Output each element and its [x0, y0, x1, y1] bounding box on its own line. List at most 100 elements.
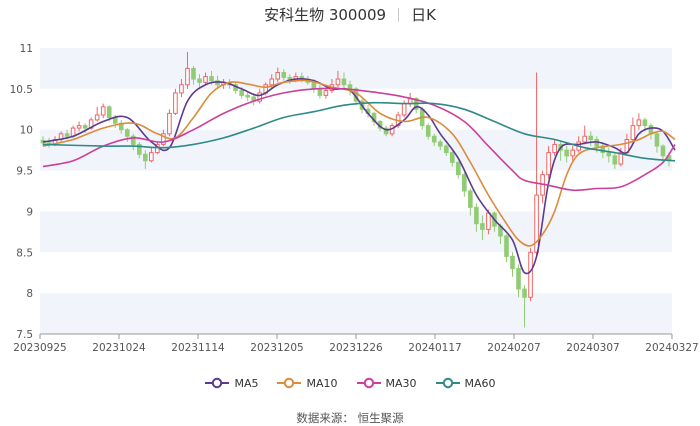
candle-body — [106, 106, 112, 118]
x-tick-label: 20231226 — [329, 342, 383, 354]
series-line-ma60 — [42, 101, 676, 162]
candle-body — [636, 119, 642, 127]
legend-item-ma10[interactable]: MA10 — [276, 377, 338, 390]
x-tick-label: 20240307 — [566, 342, 619, 354]
legend-item-ma30[interactable]: MA30 — [356, 377, 417, 390]
candle-body — [179, 84, 184, 94]
candle-body — [606, 152, 612, 157]
candle-body — [311, 81, 317, 90]
legend-marker-icon — [205, 377, 230, 389]
x-tick-label: 20230925 — [13, 342, 66, 354]
candle-body — [191, 67, 196, 80]
candles — [40, 52, 672, 328]
candle-body — [281, 72, 287, 78]
candle-body — [510, 255, 515, 270]
candle-body — [257, 92, 263, 102]
candle-body — [642, 119, 648, 127]
candle-body — [335, 78, 341, 86]
candle-body — [456, 161, 461, 176]
candle-body — [582, 135, 588, 143]
legend: MA5 MA10 MA30 MA60 — [0, 377, 700, 390]
candle-body — [546, 152, 551, 176]
y-tick-label: 8 — [26, 288, 33, 300]
candle-body — [528, 251, 533, 298]
candle-body — [185, 67, 190, 86]
candle-body — [203, 76, 208, 83]
candle-body — [197, 78, 202, 83]
y-tick-label: 11 — [20, 43, 33, 55]
candle-body — [94, 114, 100, 121]
y-tick-label: 9.5 — [16, 166, 33, 178]
candle-body — [480, 223, 485, 230]
x-axis-ticks: 20230925 20231024 20231114 20231205 20231226… — [13, 334, 699, 354]
candle-body — [76, 125, 82, 129]
legend-marker-icon — [356, 377, 381, 389]
x-tick-label: 20231205 — [250, 342, 303, 354]
candle-body — [245, 94, 250, 98]
candle-body — [100, 106, 106, 116]
chart-title-period: 日K — [411, 6, 436, 24]
series-line-ma30 — [42, 87, 676, 192]
legend-item-ma5[interactable]: MA5 — [204, 377, 258, 390]
candle-body — [486, 212, 491, 230]
y-tick-label: 10 — [20, 125, 33, 137]
candle-body — [474, 206, 479, 225]
y-tick-label: 7.5 — [16, 329, 33, 341]
x-tick-label: 20231024 — [92, 342, 146, 354]
candle-body — [564, 149, 569, 157]
grid-band — [40, 293, 672, 334]
candle-body — [130, 135, 136, 145]
candle-body — [462, 174, 467, 192]
candle-body — [341, 78, 347, 86]
candle-body — [437, 141, 443, 147]
grid-band — [40, 211, 672, 253]
x-tick-label: 20240207 — [487, 342, 540, 354]
candle-body — [64, 133, 70, 137]
candle-body — [383, 127, 389, 135]
series-line-ma10 — [42, 79, 676, 247]
candle-body — [516, 268, 521, 290]
candle-body — [323, 89, 329, 96]
candle-body — [149, 152, 154, 162]
candle-body — [173, 92, 178, 114]
candle-body — [269, 78, 275, 86]
candle-body — [588, 135, 594, 141]
legend-item-ma60[interactable]: MA60 — [435, 377, 496, 390]
candle-body — [443, 145, 449, 154]
candle-body — [82, 125, 88, 129]
candle-body — [570, 149, 575, 157]
y-axis-ticks: 7.5 8 8.5 9 9.5 10 10.5 11 — [10, 43, 33, 341]
candle-body — [504, 235, 509, 257]
candle-body — [239, 89, 244, 96]
candle-body — [552, 143, 557, 154]
candle-body — [468, 190, 473, 208]
legend-marker-icon — [277, 377, 302, 389]
legend-label: MA10 — [306, 377, 338, 390]
chart-title: 安科生物 300009 日K — [0, 4, 700, 25]
candle-body — [167, 112, 172, 135]
candle-body — [534, 194, 539, 253]
candle-body — [401, 103, 407, 116]
legend-marker-icon — [435, 377, 460, 389]
candle-body — [317, 88, 323, 96]
candle-body — [347, 84, 353, 90]
chart-title-stock: 安科生物 300009 — [264, 6, 387, 24]
x-tick-label: 20231114 — [171, 342, 225, 354]
candle-body — [161, 133, 166, 145]
candle-body — [654, 133, 660, 147]
y-tick-label: 10.5 — [10, 84, 33, 96]
x-tick-label: 20240117 — [408, 342, 461, 354]
candle-body — [449, 152, 455, 163]
candle-body — [425, 125, 431, 137]
grid-band — [40, 48, 672, 89]
series-line-ma5 — [42, 78, 676, 275]
data-source: 数据来源： 恒生聚源 — [296, 411, 404, 425]
candle-body — [431, 135, 437, 143]
candle-body — [143, 153, 148, 162]
y-tick-label: 9 — [26, 206, 33, 218]
title-separator — [398, 8, 400, 22]
ma-lines — [42, 78, 676, 275]
legend-label: MA30 — [385, 377, 417, 390]
y-tick-label: 8.5 — [16, 247, 33, 259]
